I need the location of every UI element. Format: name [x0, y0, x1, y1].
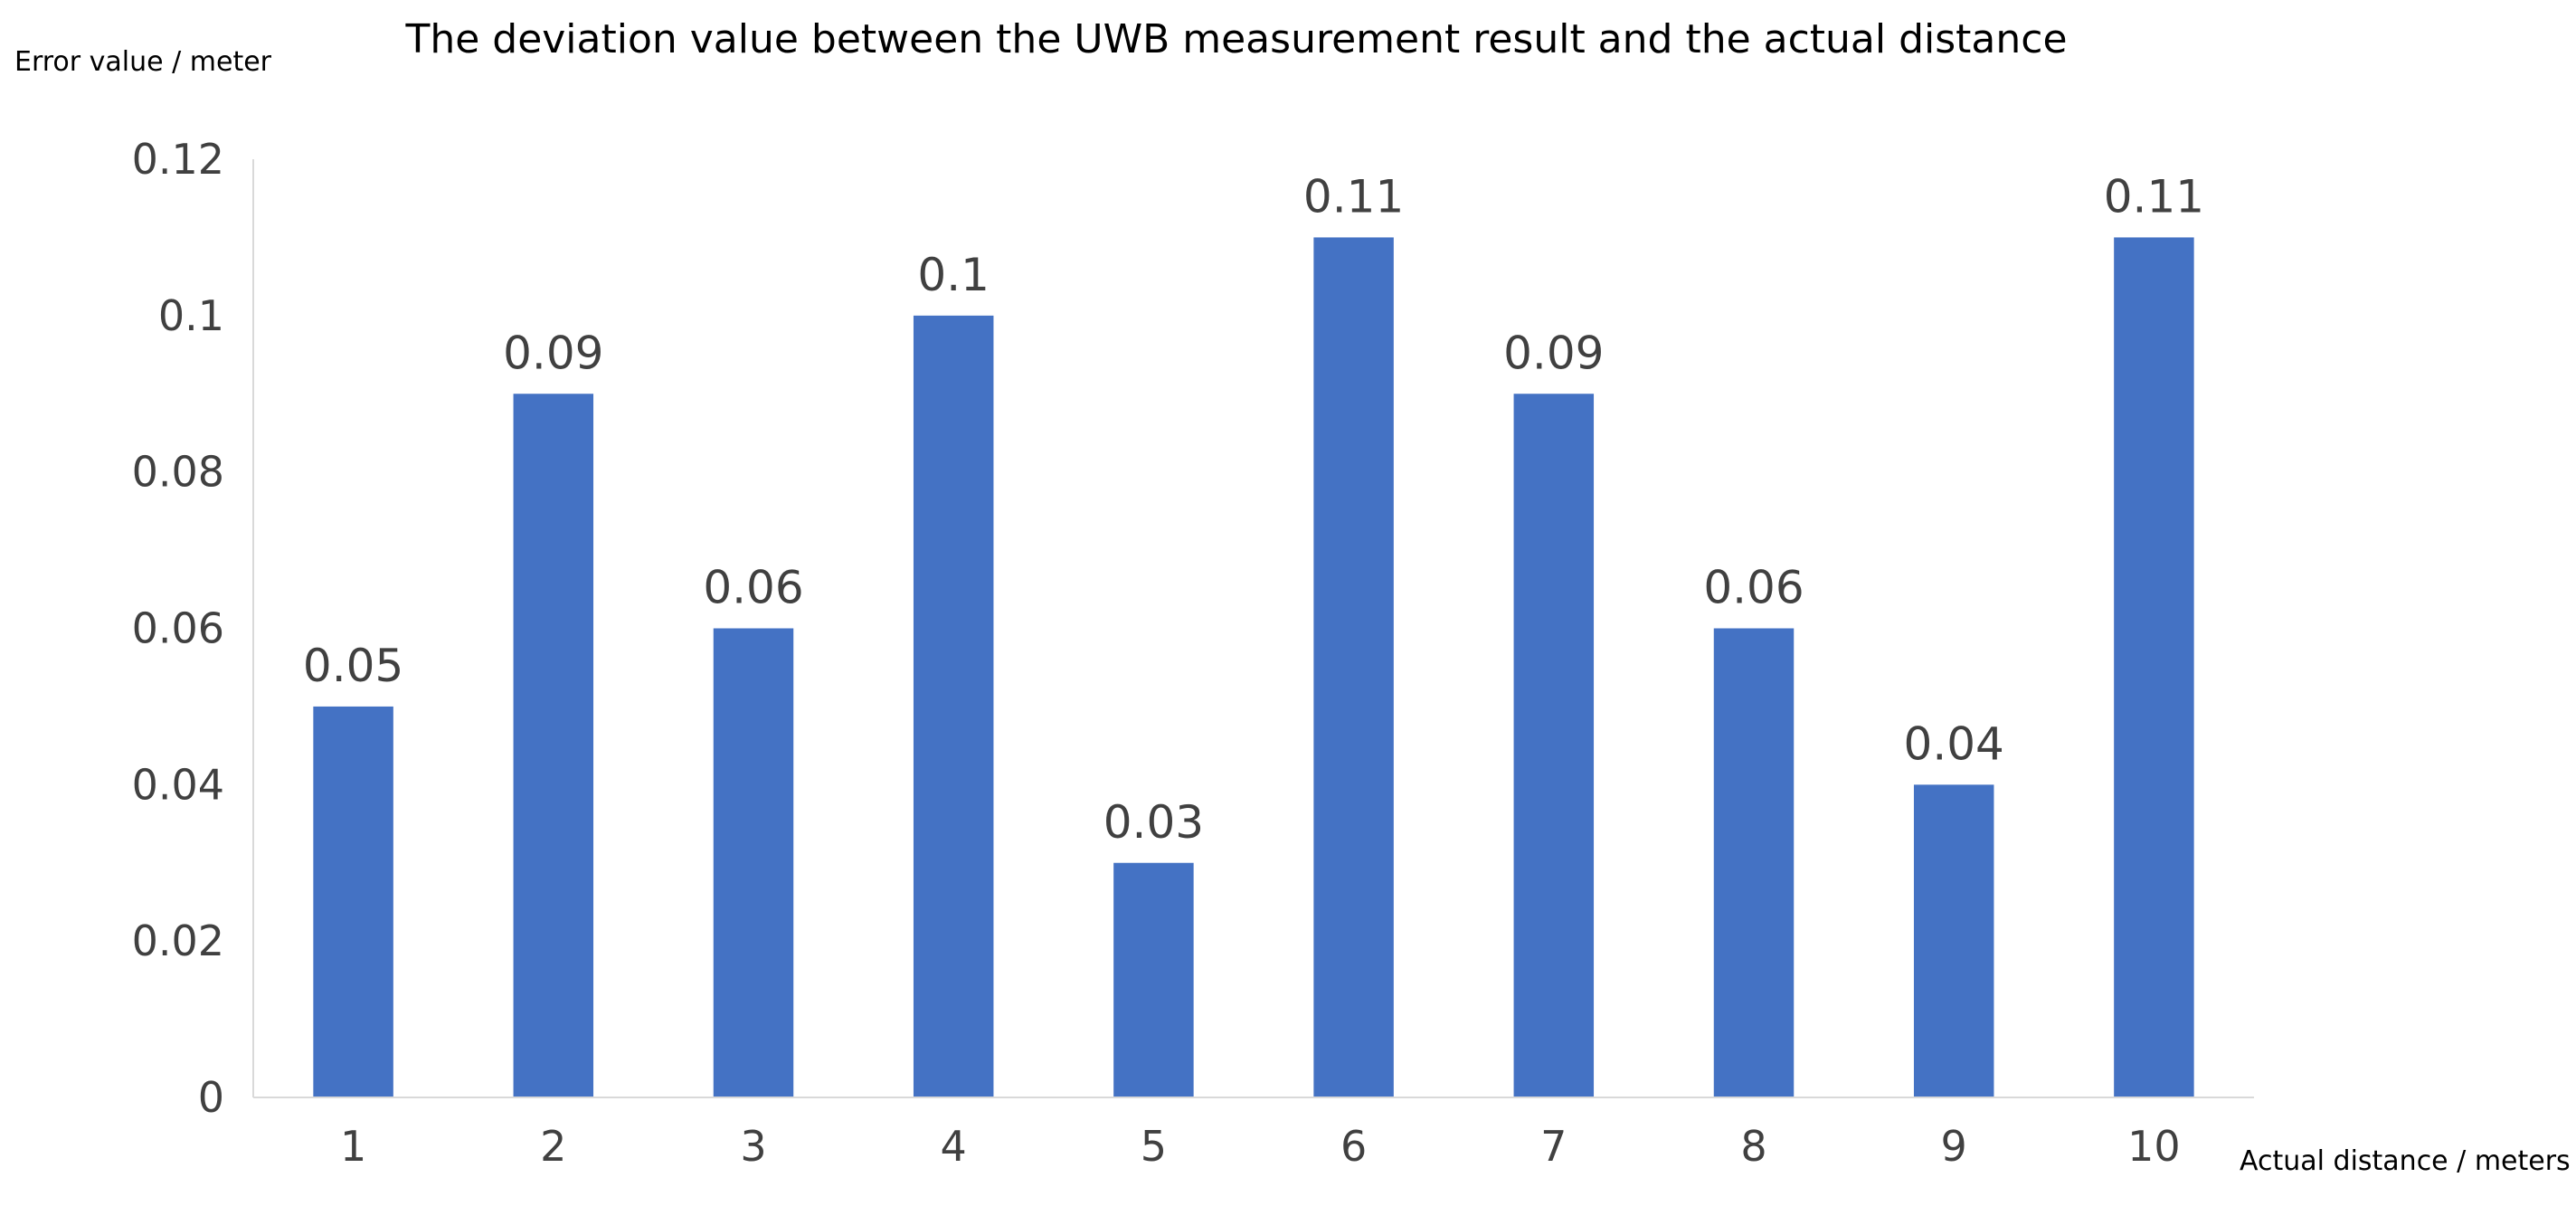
x-tick-label: 9: [1941, 1122, 1967, 1171]
y-tick-label: 0.06: [132, 604, 224, 653]
y-tick-label: 0.1: [158, 291, 224, 340]
bar-data-label: 0.06: [703, 562, 803, 614]
bar-data-label: 0.1: [917, 249, 990, 301]
x-tick-label: 8: [1740, 1122, 1766, 1171]
bars-group: [313, 237, 2194, 1098]
bar: [313, 706, 393, 1097]
y-tick-label: 0.12: [132, 135, 224, 184]
bar: [1513, 394, 1595, 1097]
x-tick-label: 4: [941, 1122, 967, 1171]
y-tick-label: 0.04: [132, 760, 224, 809]
bar: [713, 628, 794, 1097]
bar: [1913, 784, 1994, 1097]
bar-data-label: 0.11: [2104, 170, 2204, 223]
bar: [1713, 628, 1795, 1097]
x-axis-title: Actual distance / meters: [2240, 1145, 2571, 1177]
bar-data-label: 0.11: [1303, 170, 1404, 223]
x-tick-label: 3: [740, 1122, 766, 1171]
y-tick-label: 0: [198, 1073, 224, 1122]
bar-data-label: 0.09: [1503, 327, 1604, 379]
y-tick-label: 0.08: [132, 448, 224, 497]
chart-title: The deviation value between the UWB meas…: [404, 16, 2067, 62]
bar: [1113, 862, 1194, 1097]
x-tick-label: 1: [340, 1122, 366, 1171]
bar-data-label: 0.05: [303, 640, 403, 692]
y-axis-ticks: 0 0.02 0.04 0.06 0.08 0.1 0.12: [132, 135, 224, 1122]
x-tick-label: 6: [1340, 1122, 1367, 1171]
x-tick-label: 10: [2127, 1122, 2181, 1171]
bar: [2114, 237, 2194, 1098]
x-tick-label: 5: [1141, 1122, 1167, 1171]
y-axis-title: Error value / meter: [14, 46, 272, 78]
x-tick-label: 2: [540, 1122, 566, 1171]
x-axis-ticks: 1 2 3 4 5 6 7 8 9 10: [340, 1122, 2181, 1171]
bar-data-label: 0.03: [1103, 796, 1204, 849]
bar: [513, 394, 594, 1097]
bar-data-label: 0.04: [1904, 717, 2004, 770]
data-labels-group: 0.05 0.09 0.06 0.1 0.03 0.11 0.09 0.06 0.04 0.11: [303, 170, 2204, 848]
bar-data-label: 0.09: [503, 327, 603, 379]
y-tick-label: 0.02: [132, 916, 224, 965]
bar: [1313, 237, 1394, 1098]
x-tick-label: 7: [1540, 1122, 1567, 1171]
bar: [913, 315, 994, 1097]
bar-data-label: 0.06: [1703, 562, 1804, 614]
